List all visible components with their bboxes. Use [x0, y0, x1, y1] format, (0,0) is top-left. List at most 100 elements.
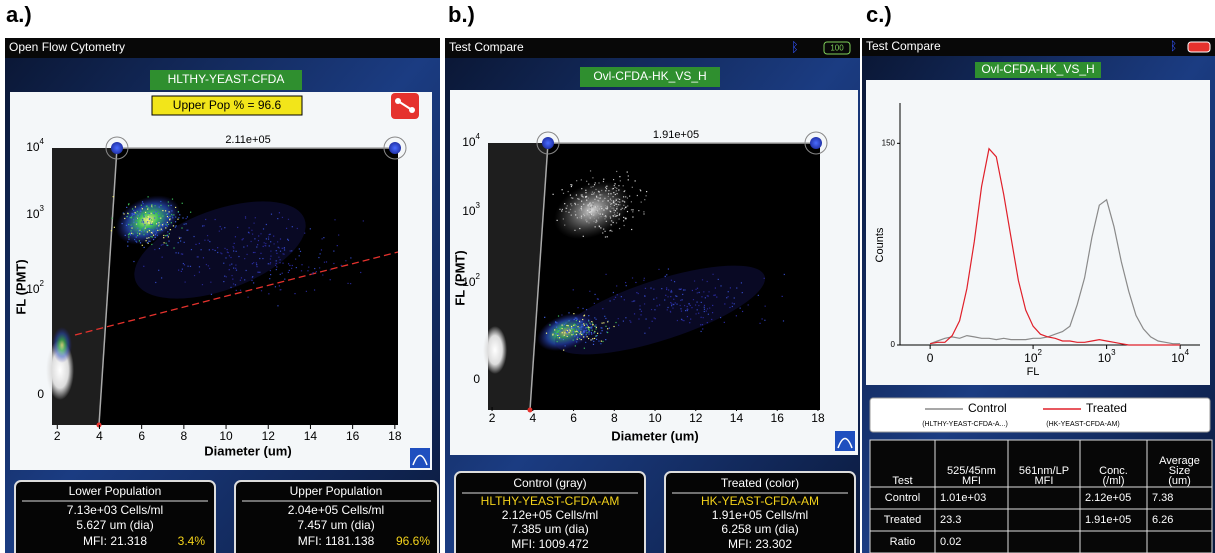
density-dot [761, 318, 763, 320]
density-dot [563, 334, 565, 336]
density-dot [583, 331, 586, 333]
density-dot [594, 331, 596, 333]
table-cell: 0.02 [940, 536, 961, 548]
table-header: Test [892, 475, 912, 487]
density-dot [610, 211, 612, 213]
density-dot [147, 218, 150, 220]
density-dot [609, 205, 612, 208]
density-dot [246, 253, 248, 256]
density-dot [585, 196, 587, 198]
density-dot [257, 271, 259, 273]
density-dot [578, 328, 580, 330]
density-dot [605, 325, 607, 327]
density-dot [594, 293, 596, 296]
density-dot [674, 302, 676, 304]
density-dot [601, 207, 603, 210]
density-dot [145, 229, 148, 231]
density-dot [561, 332, 563, 334]
tick-label: 104 [26, 137, 44, 154]
density-dot [165, 210, 167, 212]
density-dot [151, 236, 153, 238]
gate-handle[interactable] [111, 142, 123, 154]
density-dot [143, 265, 145, 267]
density-dot [605, 220, 607, 222]
density-dot [280, 289, 282, 291]
density-dot [720, 285, 722, 287]
density-dot [700, 324, 702, 326]
x-tick-label: 4 [529, 411, 536, 425]
density-dot [165, 242, 167, 244]
title-bar [445, 38, 860, 58]
density-dot [131, 212, 133, 215]
tick-exponent: 2 [1038, 348, 1043, 357]
density-dot [146, 205, 148, 207]
density-dot [180, 270, 182, 273]
density-dot [336, 245, 338, 247]
density-dot [594, 317, 596, 319]
sample-tag [975, 62, 1101, 78]
density-dot [275, 260, 277, 262]
density-dot [177, 210, 180, 213]
density-dot [656, 297, 658, 299]
density-dot [605, 317, 607, 320]
density-dot [152, 231, 154, 233]
density-dot [131, 208, 134, 210]
density-dot [623, 190, 625, 193]
histogram-button[interactable] [835, 431, 855, 451]
density-dot [227, 251, 229, 254]
density-dot [151, 223, 153, 225]
density-dot [314, 267, 316, 270]
density-dot [585, 309, 588, 311]
stats-conc: 1.91e+05 Cells/ml [712, 508, 808, 522]
density-dot [247, 296, 249, 298]
density-dot [616, 206, 618, 208]
histogram-button[interactable] [410, 448, 430, 468]
density-dot [587, 327, 589, 329]
density-dot [595, 195, 598, 197]
density-dot [148, 237, 150, 239]
sample-name: Ovl-CFDA-HK_VS_H [981, 62, 1094, 76]
density-dot [574, 317, 576, 319]
gate-handle[interactable] [389, 142, 401, 154]
density-dot [150, 219, 152, 221]
density-dot [670, 289, 673, 292]
stats-dia: 7.457 um (dia) [297, 518, 374, 532]
density-dot [147, 212, 149, 214]
density-dot [572, 339, 574, 341]
density-dot [588, 331, 591, 333]
density-dot [644, 287, 647, 290]
density-dot [643, 277, 645, 279]
density-dot [113, 226, 115, 228]
density-dot [161, 229, 163, 231]
density-dot [135, 218, 138, 220]
tick-base: 10 [462, 204, 476, 218]
density-dot [283, 247, 286, 249]
density-dot [581, 194, 583, 196]
x-tick-label: 14 [730, 411, 744, 425]
density-dot [581, 188, 583, 190]
density-dot [278, 247, 280, 249]
density-dot [251, 229, 253, 231]
density-dot [574, 202, 576, 205]
tick-label: 103 [1098, 348, 1116, 365]
density-dot [160, 200, 162, 203]
table-cell: 1.91e+05 [1085, 514, 1131, 526]
density-dot [265, 223, 267, 226]
density-dot [624, 190, 626, 192]
density-dot [634, 180, 636, 182]
gate-line [529, 142, 549, 411]
density-dot [569, 327, 572, 329]
density-dot [565, 322, 567, 324]
gate-handle[interactable] [542, 137, 554, 149]
table-cell: 6.26 [1152, 514, 1173, 526]
results-table [869, 439, 1213, 553]
density-dot [135, 223, 138, 225]
density-dot [702, 328, 704, 330]
gate-handle[interactable] [810, 137, 822, 149]
y-tick-label: 150 [882, 138, 896, 147]
density-dot [128, 223, 130, 226]
app-title: Test Compare [449, 40, 524, 54]
density-dot [552, 334, 554, 336]
density-dot [605, 216, 607, 218]
density-dot [132, 233, 134, 235]
